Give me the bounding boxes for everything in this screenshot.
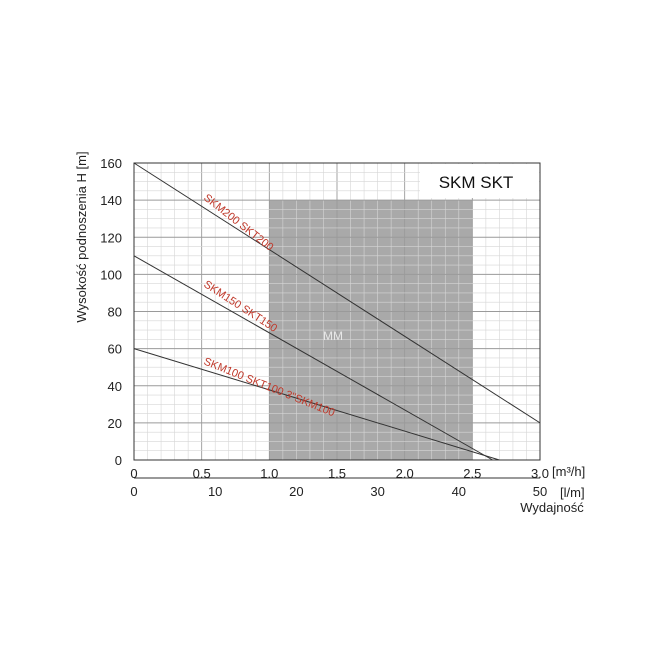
x-tick-label-primary: 2.5 [463, 466, 481, 481]
series-label-1: SKM200 SKT200 [201, 192, 275, 254]
x-tick-label-secondary: 20 [289, 484, 303, 499]
y-axis-title: Wysokość podnoszenia H [m] [74, 151, 89, 322]
y-tick-label: 140 [100, 193, 122, 208]
y-tick-label: 60 [108, 342, 122, 357]
x-tick-label-secondary: 50 [533, 484, 547, 499]
x-tick-label-secondary: 30 [370, 484, 384, 499]
axes [133, 162, 541, 479]
x-tick-label-secondary: 40 [452, 484, 466, 499]
x-tick-label-secondary: 10 [208, 484, 222, 499]
y-tick-label: 40 [108, 379, 122, 394]
y-tick-label: 120 [100, 230, 122, 245]
plot-border [133, 162, 541, 461]
series-line-3 [133, 348, 500, 461]
x-tick-label-primary: 0.5 [193, 466, 211, 481]
series-line-2 [133, 255, 493, 461]
x-tick-label-primary: 1.5 [328, 466, 346, 481]
x-unit-secondary: [l/m] [560, 485, 585, 500]
chart-title: SKM SKT [439, 173, 514, 192]
y-tick-label: 160 [100, 156, 122, 171]
series-label-2: SKM150 SKT150 [201, 278, 279, 334]
y-tick-label: 20 [108, 416, 122, 431]
grid [133, 162, 541, 461]
y-tick-label: 100 [100, 267, 122, 282]
x-tick-label-primary: 3.0 [531, 466, 549, 481]
y-tick-label: 80 [108, 305, 122, 320]
y-tick-label: 0 [115, 453, 122, 468]
series-lines [133, 162, 541, 461]
title-background [420, 164, 539, 198]
x-axis-title: Wydajność [520, 500, 584, 515]
series-line-1 [133, 162, 541, 424]
x-tick-label-primary: 2.0 [396, 466, 414, 481]
watermark-text: MM [323, 329, 343, 343]
x-tick-label-secondary: 0 [130, 484, 137, 499]
x-tick-label-primary: 1.0 [260, 466, 278, 481]
x-unit-primary: [m³/h] [552, 464, 585, 479]
x-tick-label-primary: 0 [130, 466, 137, 481]
